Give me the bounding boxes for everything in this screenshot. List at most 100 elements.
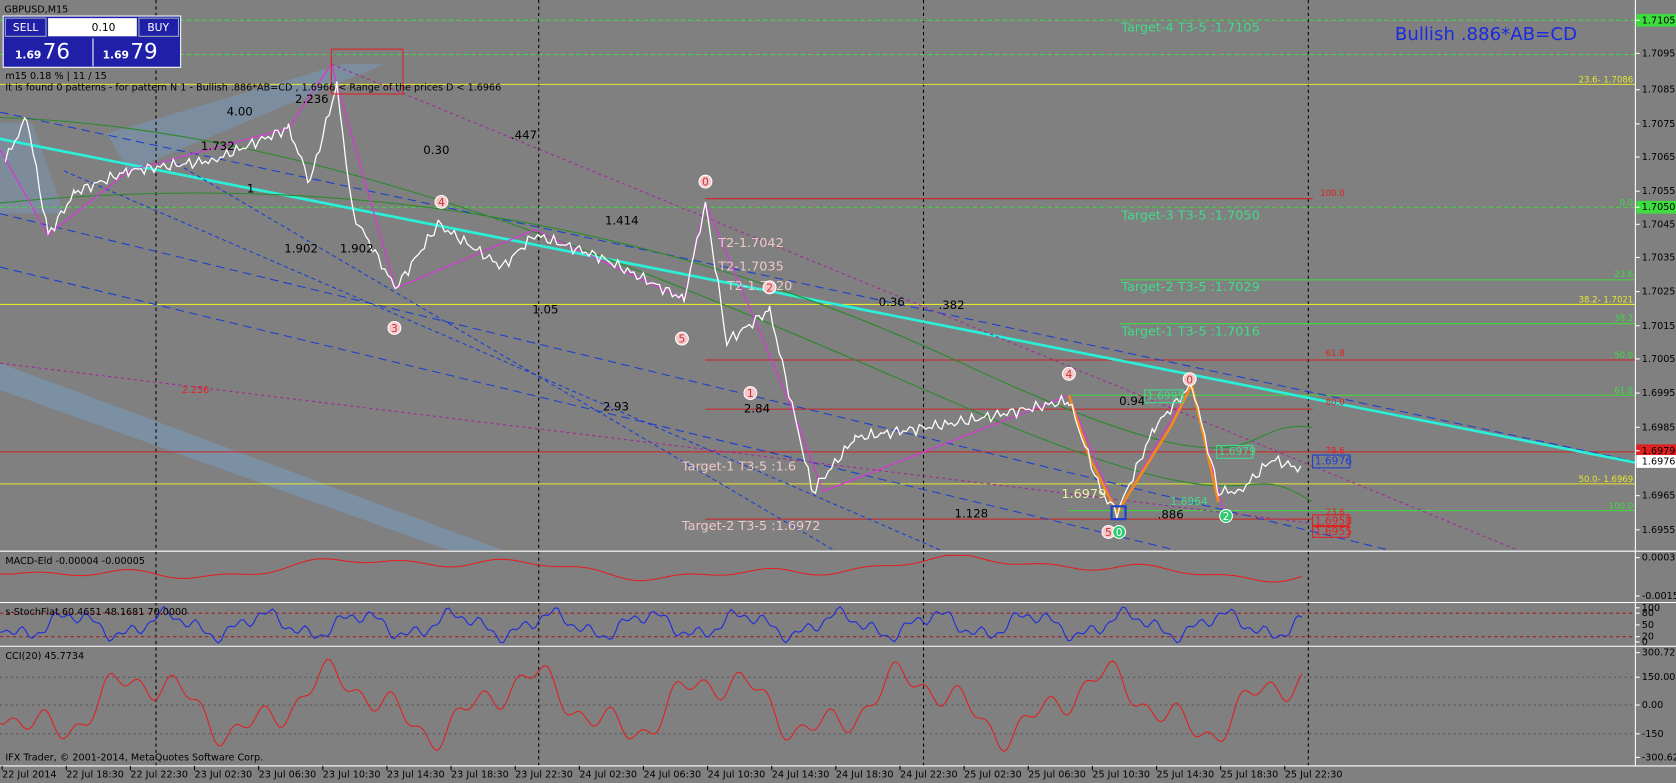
point-marker <box>1219 509 1233 523</box>
fib-label: 23.6 <box>1614 270 1633 280</box>
price-axis: 1.7105 1.7095 1.7085 1.7075 1.7065 1.7055 1.70… <box>1635 13 1676 536</box>
price-box <box>1215 444 1254 459</box>
ratio: 1.902 <box>284 241 318 255</box>
time-label: 25 Jul 10:30 <box>1092 769 1150 780</box>
fib-label: 61.8 <box>1614 386 1633 396</box>
price-box <box>1312 525 1350 538</box>
time-label: 24 Jul 06:30 <box>643 769 701 780</box>
point-marker <box>1061 366 1076 381</box>
indicator-axis-label: 100 <box>1642 603 1660 614</box>
price-box <box>1312 514 1350 528</box>
ratio: 0.36 <box>879 295 905 309</box>
price-highlight <box>1636 13 1676 27</box>
point-marker <box>743 386 758 401</box>
time-label: 23 Jul 14:30 <box>387 769 445 780</box>
target: Target-1 T3-5 :1.6 <box>681 459 796 474</box>
highlight-box <box>330 48 404 95</box>
time-label: 22 Jul 2014 <box>2 769 56 780</box>
point-label: 5 <box>679 333 686 346</box>
point-label: 4 <box>438 196 445 209</box>
price-label: 1.7095 <box>1642 48 1676 59</box>
point-label: 2 <box>766 281 773 294</box>
buy-label[interactable]: BUY <box>147 21 169 34</box>
indicator-axis-label: -150 <box>1642 729 1664 740</box>
cci-levels <box>0 676 1636 735</box>
trend-line <box>0 111 1636 462</box>
fib-labels: 23.6- 1.7086 100.0 0.0 23.6 38.2- 1.7021… <box>1320 76 1633 519</box>
indicator-axis-label: -0.00154 <box>1642 591 1676 602</box>
fib-label: 100.0 <box>1609 502 1633 512</box>
time-label: 23 Jul 02:30 <box>195 769 253 780</box>
ratio: 4.00 <box>227 105 253 119</box>
point-marker <box>698 174 713 189</box>
price-label: 1.7105 <box>1642 15 1676 26</box>
fib-label: 50.0- 1.6969 <box>1579 475 1634 485</box>
time-label: 25 Jul 06:30 <box>1028 769 1086 780</box>
point-label: 5 <box>1105 526 1112 539</box>
ratio: 2.236 <box>295 92 329 106</box>
time-label: 23 Jul 18:30 <box>451 769 509 780</box>
buy-button[interactable] <box>138 17 180 37</box>
band <box>0 363 503 551</box>
point-label: 2 <box>1223 510 1230 523</box>
time-axis: 22 Jul 2014 22 Jul 18:30 22 Jul 22:30 23 Ju… <box>1 765 1342 780</box>
time-label: 24 Jul 02:30 <box>579 769 637 780</box>
price-highlight <box>1636 200 1676 214</box>
price-label: 1.7035 <box>1642 252 1676 263</box>
price-box-label: 1.6955 <box>1315 525 1352 538</box>
cci-line <box>0 658 1303 753</box>
price-box <box>1144 389 1184 404</box>
sell-label[interactable]: SELL <box>13 21 38 34</box>
point-marker <box>387 320 402 335</box>
fib-label: 61.8 <box>1326 349 1345 359</box>
info-line: m15 0.18 % | 11 / 15 <box>5 71 106 82</box>
ratio: 1.414 <box>605 214 639 228</box>
time-label: 22 Jul 22:30 <box>130 769 188 780</box>
indicator-axis-label: 0.00039 <box>1642 553 1676 564</box>
t2-label: T2-1.7020 <box>726 279 792 294</box>
price-label: 1.7075 <box>1642 119 1676 130</box>
sell-button[interactable] <box>4 17 47 37</box>
price-label: 1.6995 <box>1642 388 1676 399</box>
price-label: 1.6976 <box>1642 456 1676 467</box>
fib-label: 100.0 <box>1320 189 1344 199</box>
lot-value[interactable]: 0.10 <box>92 21 116 34</box>
price-line <box>4 81 1302 519</box>
time-label: 23 Jul 10:30 <box>323 769 381 780</box>
ratio: 1 <box>247 182 254 196</box>
price-highlight <box>1636 444 1676 458</box>
indicator-axis-label: 0 <box>1642 637 1648 648</box>
highlight-box <box>1110 505 1127 521</box>
info-line: It is found 0 patterns - for pattern N 1… <box>5 83 501 94</box>
price-boxes: 1.6995 1.6979 1.6964 1.6979 1.6958 1.695… <box>1061 389 1352 538</box>
band <box>106 64 385 171</box>
macd-line <box>0 554 1303 583</box>
trend-line <box>0 213 1390 551</box>
price-box-label: 1.6979 <box>1219 445 1257 458</box>
indicator-axis-label: 300.7294 <box>1642 648 1676 659</box>
symbol: GBPUSD,M15 <box>4 5 68 16</box>
indicator-axis-label: 20 <box>1642 632 1654 643</box>
fib-label: 38.2- 1.7021 <box>1579 296 1634 306</box>
point-label: 0 <box>1186 373 1193 386</box>
band <box>0 122 65 214</box>
price-label: 1.7050 <box>1642 202 1676 213</box>
time-label: 24 Jul 18:30 <box>836 769 894 780</box>
price-label: 1.7005 <box>1642 354 1676 365</box>
lot-input[interactable] <box>48 18 137 37</box>
price-label: 1.6965 <box>1642 491 1676 502</box>
ratio: 1.128 <box>955 506 989 520</box>
ask: 79 <box>130 39 157 64</box>
stoch-line <box>0 606 1303 644</box>
time-label: 24 Jul 22:30 <box>900 769 958 780</box>
price-label: 1.7065 <box>1642 152 1676 163</box>
indicator-axis-label: 150.00 <box>1642 672 1676 683</box>
price-label: 1.7015 <box>1642 321 1676 332</box>
point-marker <box>434 194 449 209</box>
ratio: .382 <box>938 298 964 312</box>
price-box-label: 1.6979 <box>1061 487 1106 502</box>
price-box-label: 1.6976 <box>1315 454 1353 467</box>
price-label: 1.6955 <box>1642 525 1676 536</box>
ratio: 0.30 <box>423 143 449 157</box>
